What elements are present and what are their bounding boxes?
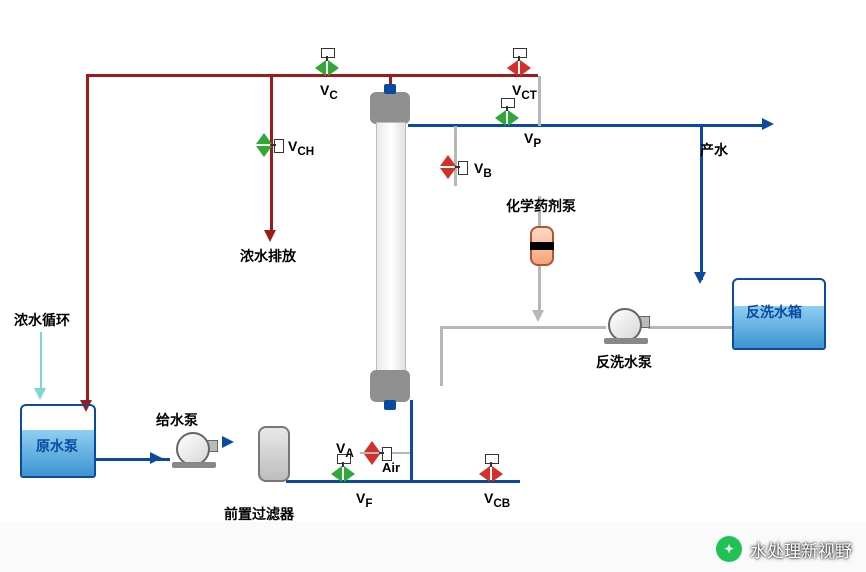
label-vcb: VCB xyxy=(484,490,510,510)
label-vp: VP xyxy=(524,130,541,150)
label-air: Air xyxy=(382,460,400,475)
label-raw-tank: 原水泵 xyxy=(36,436,78,456)
chemical-dosing-pump xyxy=(530,226,554,266)
pipe-bw xyxy=(440,326,443,386)
pipe-chem xyxy=(538,262,541,314)
valve-vp xyxy=(494,98,520,128)
arrow-chem xyxy=(532,310,544,322)
label-conc-recycle: 浓水循环 xyxy=(14,310,70,330)
label-bw-pump: 反洗水泵 xyxy=(596,352,652,372)
label-chem-pump: 化学药剂泵 xyxy=(506,196,576,216)
valve-vc xyxy=(314,48,340,78)
backwash-pump xyxy=(604,306,650,344)
label-permeate: 产水 xyxy=(700,140,728,160)
pipe-feed xyxy=(410,400,413,483)
label-feed-pump: 给水泵 xyxy=(156,410,198,430)
pipe-conc xyxy=(86,74,89,406)
label-vc: VC xyxy=(320,82,338,102)
arrow-feed xyxy=(222,436,234,448)
diagram-canvas: 原水泵 给水泵 前置过滤器 浓水循环 浓水排放 产水 化学药剂泵 反洗水泵 反洗… xyxy=(0,0,866,572)
feed-pump xyxy=(172,430,218,468)
arrow-to-bwtank xyxy=(694,272,706,284)
arrow-conc-drain xyxy=(264,230,276,242)
pipe-aux xyxy=(538,76,541,126)
valve-vb xyxy=(438,154,468,180)
arrow-recycle xyxy=(34,388,46,400)
valve-vch xyxy=(254,132,284,158)
pipe-bw xyxy=(648,326,732,329)
wechat-icon: ✦ xyxy=(716,536,742,562)
arrow-permeate xyxy=(762,118,774,130)
label-vf: VF xyxy=(356,490,372,510)
valve-vcb xyxy=(478,454,504,484)
label-vb: VB xyxy=(474,160,492,180)
prefilter xyxy=(258,426,290,482)
label-vch: VCH xyxy=(288,138,314,158)
pipe-recycle xyxy=(40,332,42,392)
label-va: VA xyxy=(336,440,354,460)
watermark-text: 水处理新视野 xyxy=(750,537,852,562)
label-vct: VCT xyxy=(512,82,537,102)
valve-vct xyxy=(506,48,532,78)
pipe-bw xyxy=(440,326,606,329)
label-prefilter: 前置过滤器 xyxy=(224,504,294,524)
arrow-feed xyxy=(150,452,162,464)
uf-membrane-module xyxy=(370,92,410,402)
watermark: ✦ 水处理新视野 xyxy=(716,536,852,562)
label-conc-drain: 浓水排放 xyxy=(240,246,296,266)
pipe-permeate xyxy=(408,124,768,127)
label-bw-tank: 反洗水箱 xyxy=(746,302,802,322)
